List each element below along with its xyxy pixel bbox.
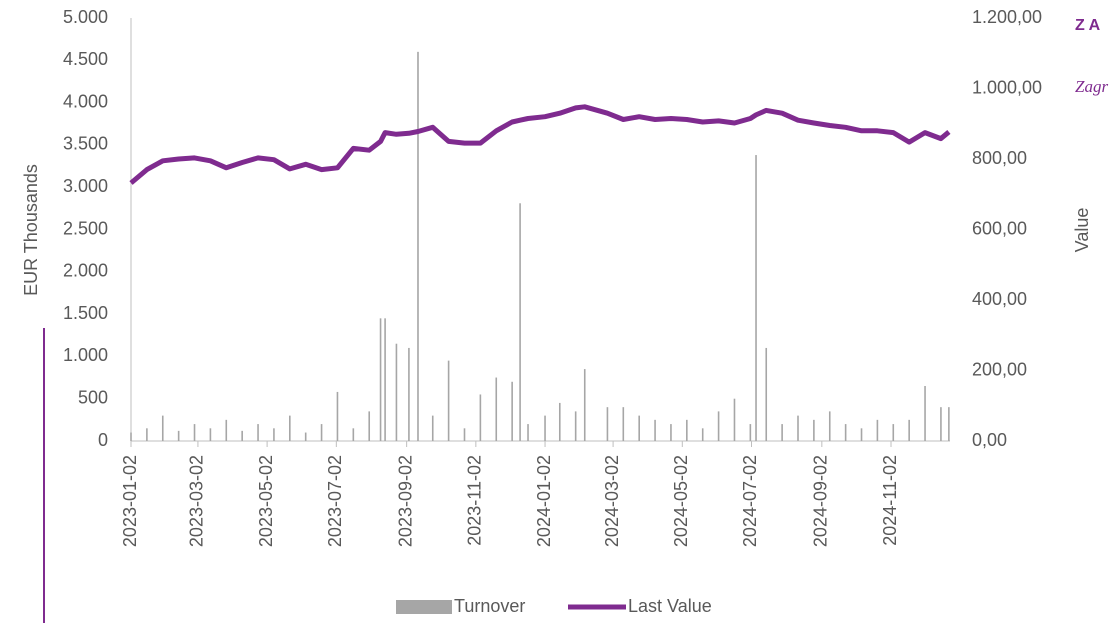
- bar: [670, 424, 672, 441]
- y2-tick-label: 800,00: [972, 148, 1027, 168]
- x-tick-label: 2024-11-02: [880, 455, 900, 546]
- line: [129, 104, 951, 185]
- y2-tick-label: 0,00: [972, 430, 1007, 450]
- y-tick-label: 1.000: [63, 345, 108, 365]
- y-tick-label: 1.500: [63, 303, 108, 323]
- bar: [352, 428, 355, 441]
- bar: [583, 369, 586, 441]
- bar: [686, 419, 688, 441]
- bar: [161, 415, 164, 441]
- y2-tick-label: 1.000,00: [972, 77, 1042, 97]
- bar: [749, 424, 752, 441]
- x-tick-label: 2024-03-02: [602, 455, 622, 547]
- bar: [146, 428, 148, 441]
- bar: [844, 424, 847, 441]
- bar: [717, 411, 720, 441]
- bar: [511, 381, 513, 441]
- y-tick-label: 2.000: [63, 261, 108, 281]
- bar: [940, 407, 942, 441]
- bar: [177, 430, 180, 441]
- bar: [257, 424, 259, 441]
- bar: [273, 428, 275, 441]
- y2-tick-label: 400,00: [972, 289, 1027, 309]
- bar: [948, 407, 950, 441]
- bar: [519, 203, 521, 441]
- x-tick-label: 2024-05-02: [671, 455, 691, 547]
- y-tick-label: 4.500: [63, 49, 108, 69]
- x-tick-label: 2023-05-02: [256, 455, 276, 547]
- x-tick-label: 2024-09-02: [811, 455, 831, 547]
- bar: [892, 424, 895, 441]
- bar: [638, 415, 640, 441]
- side-text: Z A: [1075, 17, 1101, 34]
- bar: [733, 398, 736, 441]
- bar: [755, 155, 757, 441]
- bar: [320, 424, 323, 441]
- legend-label: Last Value: [628, 596, 712, 616]
- bar: [417, 51, 419, 442]
- y-tick-label: 4.000: [63, 91, 108, 111]
- y-tick-label: 500: [78, 387, 108, 407]
- bar: [654, 419, 656, 441]
- x-tick-label: 2023-01-02: [120, 455, 140, 547]
- bar: [384, 318, 386, 441]
- bar: [924, 386, 926, 441]
- legend-swatch: [396, 600, 452, 614]
- bar: [860, 428, 863, 441]
- bar: [289, 415, 291, 441]
- y-axis-title: EUR Thousands: [21, 164, 41, 296]
- bar: [336, 391, 339, 441]
- bar: [495, 377, 498, 441]
- y-tick-label: 3.500: [63, 134, 108, 154]
- y2-tick-label: 600,00: [972, 218, 1027, 238]
- bar: [379, 318, 382, 441]
- y2-tick-label: 200,00: [972, 359, 1027, 379]
- bar: [558, 402, 561, 441]
- bar: [479, 394, 482, 441]
- bar: [544, 415, 546, 441]
- bar: [876, 419, 879, 441]
- x-tick-label: 2024-07-02: [740, 455, 760, 547]
- x-tick-label: 2023-11-02: [465, 455, 485, 546]
- bar: [408, 347, 410, 441]
- bar: [797, 415, 799, 441]
- bar: [447, 360, 450, 441]
- bar: [606, 407, 609, 441]
- bar: [813, 419, 815, 441]
- y2-tick-label: 1.200,00: [972, 7, 1042, 27]
- side-text: Zagr: [1075, 77, 1108, 96]
- x-tick-label: 2023-03-02: [187, 455, 207, 547]
- bar: [701, 428, 704, 441]
- x-tick-label: 2023-09-02: [395, 455, 415, 547]
- bar: [209, 428, 212, 441]
- bar: [395, 343, 398, 441]
- bar: [574, 411, 577, 441]
- bar: [304, 432, 307, 441]
- bar: [225, 419, 228, 441]
- bar: [622, 407, 625, 441]
- y-tick-label: 5.000: [63, 7, 108, 27]
- bar: [908, 419, 910, 441]
- bar: [765, 347, 768, 441]
- y-tick-label: 0: [98, 430, 108, 450]
- y2-axis-title: Value: [1072, 208, 1092, 253]
- legend-label: Turnover: [454, 596, 525, 616]
- bar: [241, 430, 243, 441]
- bar: [781, 424, 783, 441]
- x-tick-label: 2024-01-02: [534, 455, 554, 547]
- bar: [463, 428, 466, 441]
- bar: [431, 415, 434, 441]
- bar: [828, 411, 831, 441]
- x-tick-label: 2023-07-02: [325, 455, 345, 547]
- bar: [130, 432, 132, 441]
- y-tick-label: 3.000: [63, 176, 108, 196]
- bar: [193, 424, 196, 441]
- y-tick-label: 2.500: [63, 218, 108, 238]
- bar: [527, 424, 529, 441]
- bar: [368, 411, 371, 441]
